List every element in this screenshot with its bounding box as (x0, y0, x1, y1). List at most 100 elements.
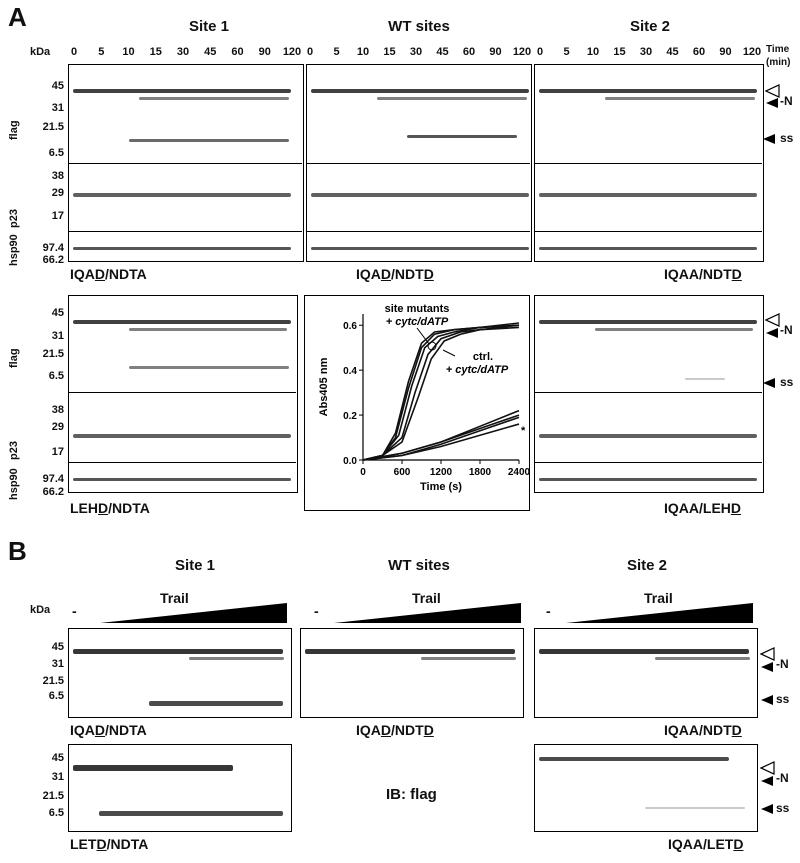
annotation-ctrl-2: + cytc/dATP (446, 364, 509, 376)
filled-arrow-icon (765, 96, 779, 114)
mw-b2-21-5: 21.5 (42, 790, 64, 802)
col-title-site1: Site 1 (188, 18, 230, 35)
row-label-hsp90-b: hsp90 (8, 468, 20, 500)
lane-label: 15 (383, 46, 396, 58)
annotation-circle (427, 341, 437, 351)
mw-21-5: 21.5 (42, 121, 64, 133)
protein-band (129, 139, 289, 142)
protein-band (139, 97, 289, 100)
construct-iqaa-lehd: IQAA/LEHD (664, 500, 742, 516)
mw-31: 31 (51, 102, 64, 114)
trail-wedge-2 (334, 603, 521, 623)
mw-29-b: 29 (51, 421, 64, 433)
protein-band (595, 328, 753, 331)
protein-band (539, 193, 757, 197)
col-title-b-wt: WT sites (388, 557, 450, 574)
mw-b-21-5: 21.5 (42, 675, 64, 687)
marker-b2-ss: ss (776, 801, 790, 815)
series-line (362, 324, 520, 461)
mw-21-5-b: 21.5 (42, 348, 64, 360)
trail-label-2: Trail (412, 590, 441, 606)
lane-label: 30 (409, 46, 423, 58)
filled-arrow-icon (760, 660, 774, 678)
marker-ss-b: ss (780, 375, 794, 389)
row-label-flag-b: flag (8, 348, 20, 368)
lane-label: 10 (122, 46, 135, 58)
minus-label: - (314, 603, 319, 619)
y-tick-label: 0.0 (343, 456, 357, 467)
series-line (362, 322, 520, 461)
annotation-asterisk: * (521, 425, 526, 437)
protein-band (73, 193, 291, 197)
construct-b-iqad-ndta: IQAD/NDTA (70, 722, 147, 738)
col-title-b-site1: Site 1 (174, 557, 216, 574)
construct-b-letd-ndta: LETD/NDTA (70, 836, 149, 852)
protein-band (99, 811, 283, 816)
blot-a-wt (306, 64, 532, 262)
annotation-site-mutants-2: + cytc/dATP (386, 316, 449, 328)
mw-6-5-b: 6.5 (48, 370, 64, 382)
mw-66-2-b: 66.2 (42, 486, 64, 498)
lane-label: 30 (176, 46, 190, 58)
ib-flag-label: IB: flag (386, 786, 437, 803)
x-tick-label: 1800 (469, 467, 492, 478)
x-tick-label: 600 (394, 467, 411, 478)
construct-lehd-ndta: LEHD/NDTA (70, 500, 150, 516)
protein-band (311, 193, 529, 197)
mw-38-b: 38 (51, 404, 64, 416)
protein-band (685, 378, 725, 380)
inset-chart-frame: 0 600 1200 1800 2400 0.0 0.2 0.4 0.6 Time (s) Abs4… (304, 295, 531, 511)
mw-b-6-5: 6.5 (48, 690, 64, 702)
lane-label: 90 (719, 46, 732, 58)
lane-label: 10 (356, 46, 370, 58)
filled-arrow-icon (765, 326, 779, 344)
mw-97-4-b: 97.4 (42, 473, 64, 485)
series-line (362, 423, 520, 461)
time-unit: (min) (766, 57, 791, 68)
protein-band (605, 97, 755, 100)
filled-arrow-icon (760, 802, 774, 820)
marker-neg-n: -N (780, 94, 793, 108)
panel-b-letter: B (8, 536, 27, 566)
kda-label-b: kDa (30, 604, 51, 616)
lane-label: 90 (489, 46, 502, 58)
protein-band (539, 478, 757, 481)
open-arrow-icon (764, 313, 781, 332)
construct-iqad-ndta: IQAD/NDTA (70, 266, 147, 282)
protein-band (73, 89, 291, 93)
x-tick-label: 1200 (430, 467, 453, 478)
mw-b2-6-5: 6.5 (48, 807, 64, 819)
open-arrow-icon (759, 761, 776, 780)
y-tick-label: 0.2 (343, 411, 357, 422)
mw-29: 29 (51, 187, 64, 199)
protein-band (73, 649, 283, 654)
protein-band (311, 89, 529, 93)
open-arrow-icon (764, 84, 781, 103)
trail-label-1: Trail (160, 590, 189, 606)
protein-band (73, 434, 291, 438)
lane-label: 30 (639, 46, 653, 58)
marker-neg-n-b: -N (780, 323, 793, 337)
annotation-pointer (416, 327, 430, 345)
mw-17: 17 (51, 210, 64, 222)
annotation-pointer (442, 349, 456, 357)
lane-label: 60 (462, 46, 476, 58)
protein-band (539, 247, 757, 250)
mw-38: 38 (51, 170, 64, 182)
blot-a-iqaa-lehd (534, 295, 764, 493)
protein-band (73, 765, 233, 771)
protein-band (645, 807, 745, 809)
lane-label: 5 (563, 46, 570, 58)
panel-a-letter: A (8, 2, 27, 32)
filled-arrow-icon (762, 132, 776, 150)
mw-17-b: 17 (51, 446, 64, 458)
construct-iqaa-ndtd: IQAA/NDTD (664, 266, 742, 282)
series-line (362, 414, 520, 461)
blot-b-wt (300, 628, 524, 718)
construct-iqad-ndtd: IQAD/NDTD (356, 266, 434, 282)
lane-label: 10 (586, 46, 600, 58)
mw-97-4: 97.4 (42, 242, 64, 254)
lane-label: 120 (512, 46, 532, 58)
protein-band (129, 328, 287, 331)
protein-band (377, 97, 527, 100)
